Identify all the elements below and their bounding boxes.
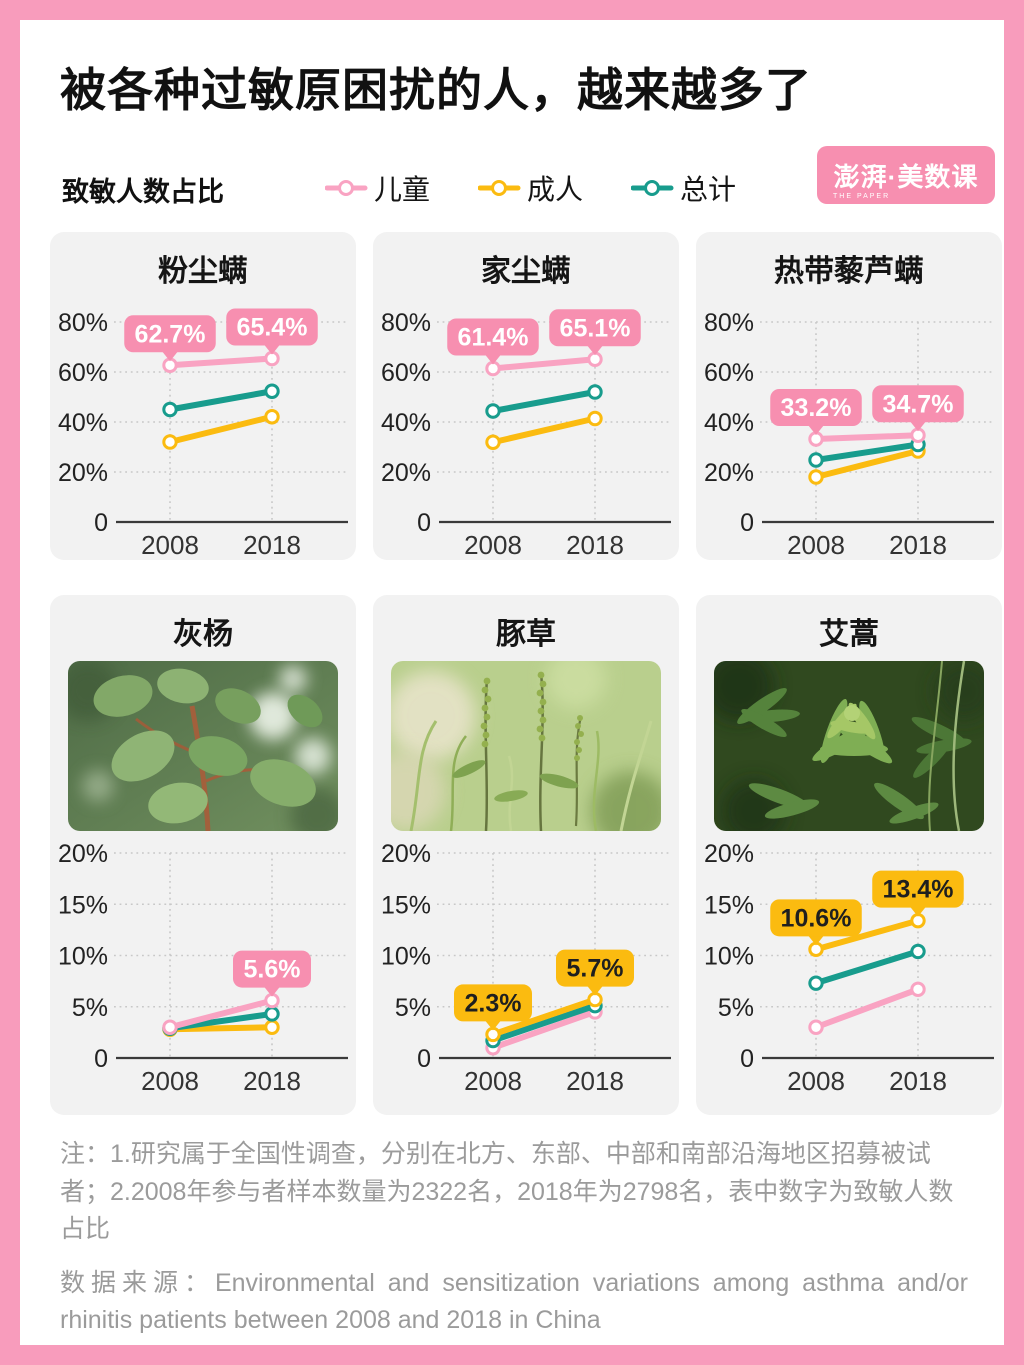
plant-photo-poplar bbox=[68, 661, 338, 831]
page-title: 被各种过敏原困扰的人，越来越多了 bbox=[60, 64, 812, 116]
legend-marker-icon bbox=[631, 180, 674, 196]
note-text: 注：1.研究属于全国性调查，分别在北方、东部、中部和南部沿海地区招募被试者；2.… bbox=[60, 1140, 954, 1243]
svg-text:5.6%: 5.6% bbox=[244, 956, 301, 984]
footer-notes: 注：1.研究属于全国性调查，分别在北方、东部、中部和南部沿海地区招募被试者；2.… bbox=[60, 1136, 968, 1345]
svg-text:60%: 60% bbox=[704, 359, 754, 387]
svg-text:10%: 10% bbox=[704, 943, 754, 971]
legend-label: 成人 bbox=[527, 174, 584, 205]
svg-text:2018: 2018 bbox=[889, 530, 947, 560]
svg-text:0: 0 bbox=[740, 1045, 754, 1073]
plant-photo-mugwort bbox=[714, 661, 984, 831]
chart-card-4: 灰杨 0 5% 10% 15% 20% 2008 2018 5.6% bbox=[50, 595, 356, 1115]
svg-text:10%: 10% bbox=[381, 943, 431, 971]
subtitle: 致敏人数占比 bbox=[62, 177, 224, 207]
line-chart: 0 5% 10% 15% 20% 2008 2018 10.6% 13.4% bbox=[704, 840, 994, 1096]
svg-text:2008: 2008 bbox=[141, 530, 199, 560]
line-chart: 0 5% 10% 15% 20% 2008 2018 2.3% 5.7% bbox=[381, 840, 671, 1096]
svg-text:5%: 5% bbox=[395, 994, 431, 1022]
svg-text:2018: 2018 bbox=[566, 530, 624, 560]
source-text: 数据来源：Environmental and sensitization var… bbox=[60, 1268, 968, 1335]
svg-text:61.4%: 61.4% bbox=[458, 324, 529, 352]
svg-text:40%: 40% bbox=[58, 409, 108, 437]
line-chart: 0 5% 10% 15% 20% 2008 2018 5.6% bbox=[58, 840, 348, 1096]
svg-text:2.3%: 2.3% bbox=[465, 989, 522, 1017]
svg-text:20%: 20% bbox=[381, 840, 431, 868]
svg-text:2018: 2018 bbox=[889, 1066, 947, 1096]
chart-title: 豚草 bbox=[496, 618, 556, 651]
chart-card-5: 豚草 0 5% 10% 15% 20% 2008 2018 2.3% 5.7% bbox=[373, 595, 679, 1115]
svg-text:20%: 20% bbox=[58, 459, 108, 487]
svg-text:2008: 2008 bbox=[464, 1066, 522, 1096]
svg-text:2008: 2008 bbox=[141, 1066, 199, 1096]
svg-text:34.7%: 34.7% bbox=[883, 390, 954, 418]
chart-card-2: 家尘螨 0 20% 40% 60% 80% 2008 2018 61.4% 65.1% bbox=[373, 232, 679, 560]
svg-text:20%: 20% bbox=[58, 840, 108, 868]
chart-card-6: 艾蒿 0 5% 10% 15% 20% 2008 2018 10.6% 13.4% bbox=[696, 595, 1002, 1115]
svg-text:0: 0 bbox=[417, 1045, 431, 1073]
legend-label: 总计 bbox=[680, 174, 737, 205]
chart-title: 艾蒿 bbox=[819, 618, 879, 651]
chart-card-1: 粉尘螨 0 20% 40% 60% 80% 2008 2018 62.7% 65.4% bbox=[50, 232, 356, 560]
svg-text:20%: 20% bbox=[704, 840, 754, 868]
chart-card-3: 热带藜芦螨 0 20% 40% 60% 80% 2008 2018 33.2% 34.7% bbox=[696, 232, 1002, 560]
svg-text:0: 0 bbox=[94, 1045, 108, 1073]
svg-text:5%: 5% bbox=[718, 994, 754, 1022]
brand-logo-text: 澎湃·美数课 bbox=[833, 161, 979, 192]
svg-text:33.2%: 33.2% bbox=[781, 394, 852, 422]
charts-grid: 粉尘螨 0 20% 40% 60% 80% 2008 2018 62.7% 65.4% 家尘螨 0 20… bbox=[50, 232, 1002, 1115]
svg-text:10%: 10% bbox=[58, 943, 108, 971]
svg-text:15%: 15% bbox=[704, 891, 754, 919]
svg-text:65.1%: 65.1% bbox=[560, 314, 631, 342]
chart-title: 家尘螨 bbox=[481, 255, 571, 288]
svg-text:5%: 5% bbox=[72, 994, 108, 1022]
svg-text:62.7%: 62.7% bbox=[135, 320, 206, 348]
svg-text:0: 0 bbox=[94, 509, 108, 537]
legend-marker-icon bbox=[325, 180, 368, 196]
svg-text:10.6%: 10.6% bbox=[781, 904, 852, 932]
svg-text:60%: 60% bbox=[58, 359, 108, 387]
svg-text:60%: 60% bbox=[381, 359, 431, 387]
svg-text:40%: 40% bbox=[704, 409, 754, 437]
svg-text:2018: 2018 bbox=[243, 530, 301, 560]
svg-text:13.4%: 13.4% bbox=[883, 876, 954, 904]
legend-marker-icon bbox=[478, 180, 521, 196]
plant-photo-ragweed bbox=[391, 661, 661, 831]
svg-text:2008: 2008 bbox=[787, 530, 845, 560]
svg-text:5.7%: 5.7% bbox=[567, 955, 624, 983]
legend-item-total: 总计 bbox=[631, 168, 736, 208]
svg-text:20%: 20% bbox=[704, 459, 754, 487]
svg-text:15%: 15% bbox=[381, 891, 431, 919]
svg-text:2008: 2008 bbox=[464, 530, 522, 560]
svg-text:80%: 80% bbox=[381, 309, 431, 337]
chart-title: 粉尘螨 bbox=[158, 255, 248, 288]
svg-text:40%: 40% bbox=[381, 409, 431, 437]
svg-text:0: 0 bbox=[417, 509, 431, 537]
brand-logo-subtext: THE PAPER bbox=[833, 193, 891, 200]
svg-text:2018: 2018 bbox=[243, 1066, 301, 1096]
legend-label: 儿童 bbox=[374, 174, 431, 205]
svg-text:2008: 2008 bbox=[787, 1066, 845, 1096]
svg-text:20%: 20% bbox=[381, 459, 431, 487]
line-chart: 0 20% 40% 60% 80% 2008 2018 62.7% 65.4% bbox=[58, 308, 348, 560]
svg-text:2018: 2018 bbox=[566, 1066, 624, 1096]
svg-text:80%: 80% bbox=[58, 309, 108, 337]
brand-logo: 澎湃·美数课 THE PAPER bbox=[817, 146, 995, 204]
svg-text:65.4%: 65.4% bbox=[237, 314, 308, 342]
chart-title: 灰杨 bbox=[173, 618, 233, 651]
line-chart: 0 20% 40% 60% 80% 2008 2018 61.4% 65.1% bbox=[381, 309, 671, 560]
svg-text:15%: 15% bbox=[58, 891, 108, 919]
chart-title: 热带藜芦螨 bbox=[774, 255, 924, 288]
svg-text:0: 0 bbox=[740, 509, 754, 537]
legend-item-children: 儿童 bbox=[325, 168, 430, 208]
legend: 儿童 成人 总计 bbox=[325, 168, 736, 208]
line-chart: 0 20% 40% 60% 80% 2008 2018 33.2% 34.7% bbox=[704, 309, 994, 560]
svg-text:80%: 80% bbox=[704, 309, 754, 337]
legend-item-adults: 成人 bbox=[478, 168, 583, 208]
